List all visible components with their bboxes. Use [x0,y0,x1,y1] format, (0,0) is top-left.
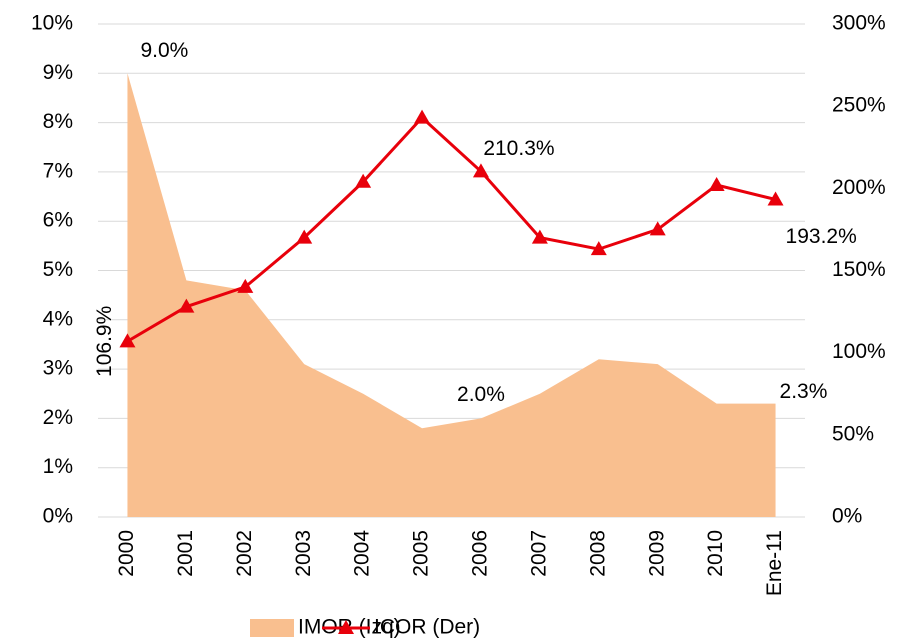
y-tick-label: 7% [43,159,73,182]
data-label: 2.0% [457,383,505,406]
y2-tick-label: 100% [832,340,886,363]
y-tick-label: 5% [43,258,73,281]
x-tick-label: 2008 [586,530,609,577]
x-tick-label: 2009 [645,530,668,577]
legend-swatch [250,619,294,637]
marker [531,229,548,244]
y-tick-label: 0% [43,505,73,528]
y2-tick-label: 50% [832,422,874,445]
y2-tick-label: 200% [832,176,886,199]
x-tick-label: 2003 [292,530,315,577]
marker [767,191,784,206]
y-tick-label: 1% [43,455,73,478]
y2-tick-label: 150% [832,258,886,281]
x-tick-label: 2007 [527,530,550,577]
y-tick-label: 2% [43,406,73,429]
y2-tick-label: 0% [832,505,862,528]
line [126,115,776,343]
data-label: 106.9% [93,306,116,377]
y2-tick-label: 300% [832,12,886,35]
marker [414,109,431,124]
data-label: 2.3% [780,380,828,403]
x-tick-label: 2010 [704,530,727,577]
area [127,73,776,518]
x-tick-label: Ene-11 [763,530,786,596]
marker [355,173,372,188]
marker [590,241,607,256]
y-tick-label: 3% [43,357,73,380]
marker [649,221,666,236]
marker [119,333,136,348]
data-label: 9.0% [140,39,188,62]
marker [708,177,725,192]
x-tick-label: 2006 [469,530,492,577]
marker [472,163,489,178]
x-tick-label: 2000 [115,530,138,577]
y-tick-label: 8% [43,110,73,133]
x-tick-label: 2002 [233,530,256,577]
data-label: 210.3% [483,137,554,160]
legend-label: ICOR (Der) [374,616,480,639]
marker [296,229,313,244]
x-tick-label: 2004 [351,530,374,577]
x-tick-label: 2005 [410,530,433,577]
y2-tick-label: 250% [832,94,886,117]
marker [178,298,195,313]
y-tick-label: 9% [43,61,73,84]
legend-swatch [338,620,354,634]
x-tick-label: 2001 [174,530,197,577]
y-tick-label: 4% [43,307,73,330]
data-label: 193.2% [786,225,857,248]
marker [237,278,254,293]
y-tick-label: 6% [43,209,73,232]
y-tick-label: 10% [31,12,73,35]
